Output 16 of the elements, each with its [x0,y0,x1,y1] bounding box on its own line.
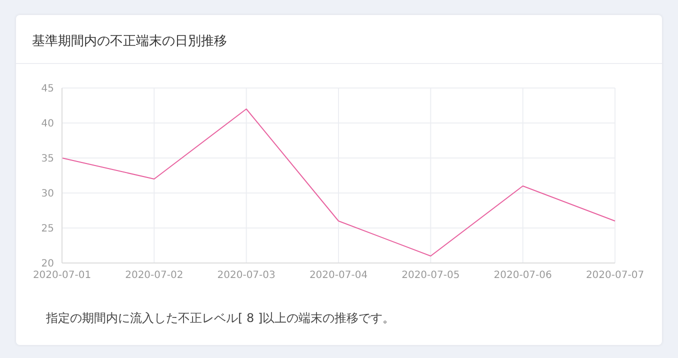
x-tick-label: 2020-07-04 [309,270,368,282]
x-tick-label: 2020-07-06 [494,270,552,282]
line-series [62,108,616,256]
y-tick-label: 45 [41,84,54,95]
y-tick-label: 30 [41,188,54,200]
y-tick-label: 25 [41,224,54,235]
y-tick-label: 20 [41,258,54,270]
x-tick-label: 2020-07-03 [217,270,276,282]
chart-title: 基準期間内の不正端末の日別推移 [32,33,227,50]
y-tick-label: 35 [41,154,54,165]
x-tick-label: 2020-07-05 [402,270,460,282]
x-tick-label: 2020-07-02 [125,270,184,282]
text: 指定の期間内に流入した不正レベル[ 8 ]以上の端末の推移です。 [46,310,395,327]
x-tick-label: 2020-07-07 [586,270,644,282]
x-tick-label: 2020-07-01 [32,270,92,282]
y-tick-label: 40 [41,118,54,130]
